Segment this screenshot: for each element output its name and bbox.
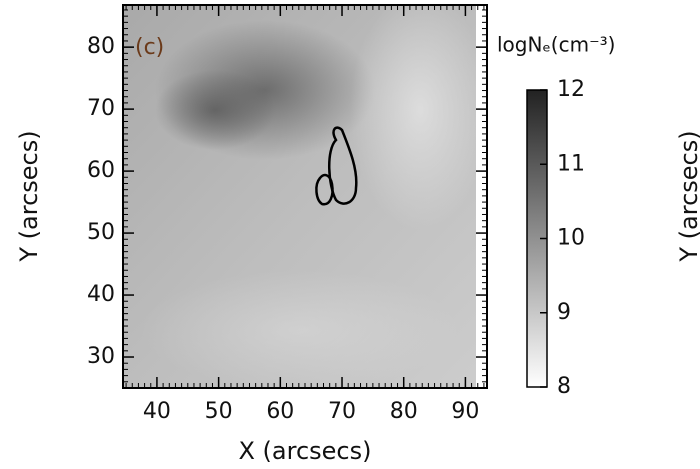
- y-tick-label: 60: [87, 158, 115, 183]
- y-axis-label: Y (arcsecs): [15, 130, 43, 262]
- panel-label: (c): [135, 35, 164, 60]
- colorbar-tick-label: 12: [557, 77, 585, 102]
- x-tick-label: 70: [328, 399, 356, 424]
- light-region: [140, 270, 460, 388]
- light-region: [350, 5, 487, 230]
- x-tick-label: 40: [143, 399, 171, 424]
- colorbar-tick-label: 10: [557, 226, 585, 251]
- x-tick-label: 50: [205, 399, 233, 424]
- x-tick-label: 60: [266, 399, 294, 424]
- dark-region: [155, 70, 275, 150]
- y-tick-label: 40: [87, 282, 115, 307]
- colorbar-tick-label: 11: [557, 151, 585, 176]
- y-tick-label: 80: [87, 34, 115, 59]
- contour: [315, 173, 334, 206]
- image: [123, 5, 487, 388]
- colorbar-tick-label: 8: [557, 374, 571, 399]
- x-tick-label: 90: [451, 399, 479, 424]
- y-tick-label: 50: [87, 220, 115, 245]
- x-tick-label: 80: [390, 399, 418, 424]
- colorbar-label: logNₑ(cm⁻³): [497, 33, 615, 57]
- image-edge: [476, 5, 487, 388]
- colorbar-tick-label: 9: [557, 300, 571, 325]
- y-tick-label: 30: [87, 344, 115, 369]
- next-panel-y-label: Y (arcsecs): [675, 130, 700, 262]
- y-tick-label: 70: [87, 96, 115, 121]
- x-axis-label: X (arcsecs): [238, 437, 371, 465]
